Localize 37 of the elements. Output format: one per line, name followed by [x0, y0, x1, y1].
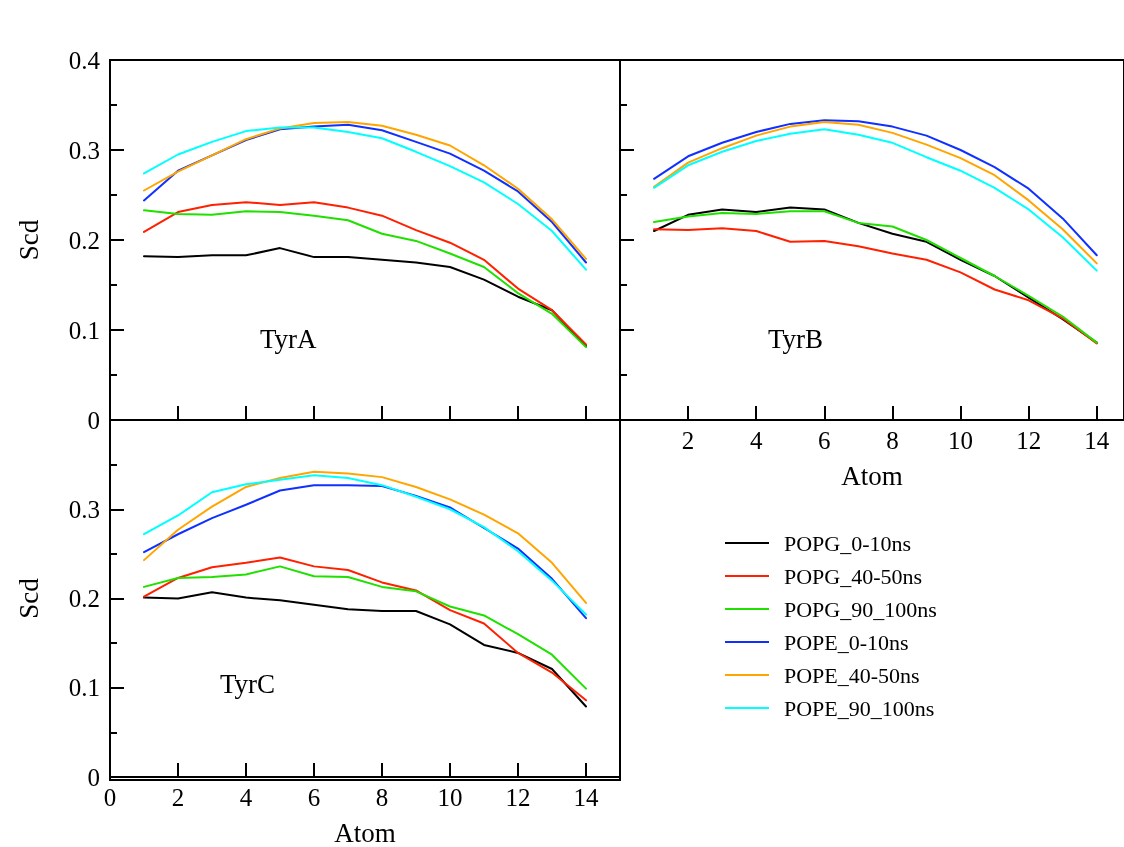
x-tick-label: 10 — [437, 784, 463, 811]
legend-label: POPE_90_100ns — [784, 695, 935, 721]
x-tick-label: 8 — [375, 784, 389, 811]
x-tick-label: 2 — [171, 784, 185, 811]
legend-label: POPE_40-50ns — [784, 662, 920, 688]
y-tick-label: 0.1 — [68, 316, 100, 344]
x-tick-label: 12 — [505, 784, 531, 811]
x-tick-label: 6 — [307, 784, 321, 811]
x-tick-label: 12 — [1016, 427, 1042, 454]
line-series — [143, 591, 587, 708]
legend-label: POPG_90_100ns — [784, 596, 937, 622]
y-tick-label: 0.3 — [68, 136, 100, 164]
x-tick-label: 14 — [1084, 427, 1110, 454]
y-tick-label: 0.2 — [68, 226, 100, 254]
legend-label: POPE_0-10ns — [784, 629, 909, 655]
annotation: TyrC — [220, 668, 276, 699]
x-tick-label: 4 — [239, 784, 253, 811]
x-tick-label: 8 — [886, 427, 899, 454]
y-tick-label: 0.2 — [68, 585, 100, 612]
annotation: TyrB — [768, 323, 824, 354]
annotation: TyrA — [260, 323, 318, 354]
y-axis-title: Scd — [13, 577, 44, 619]
y-tick-label: 0 — [87, 763, 100, 791]
y-tick-label: 0.3 — [68, 495, 100, 523]
legend-label: POPG_0-10ns — [784, 530, 912, 556]
x-tick-label: 10 — [948, 427, 974, 454]
x-axis-title: Atom — [841, 460, 903, 491]
x-tick-label: 4 — [749, 427, 763, 454]
y-tick-label: 0.1 — [68, 674, 100, 702]
x-axis-title: Atom — [334, 817, 396, 847]
y-axis-title: Scd — [13, 219, 44, 261]
x-tick-label: 14 — [573, 784, 599, 811]
y-tick-label: 0.4 — [68, 46, 101, 74]
x-tick-label: 2 — [681, 427, 695, 454]
x-tick-label: 6 — [818, 427, 831, 454]
legend-label: POPG_40-50ns — [784, 563, 923, 589]
y-tick-label: 0 — [87, 406, 100, 434]
